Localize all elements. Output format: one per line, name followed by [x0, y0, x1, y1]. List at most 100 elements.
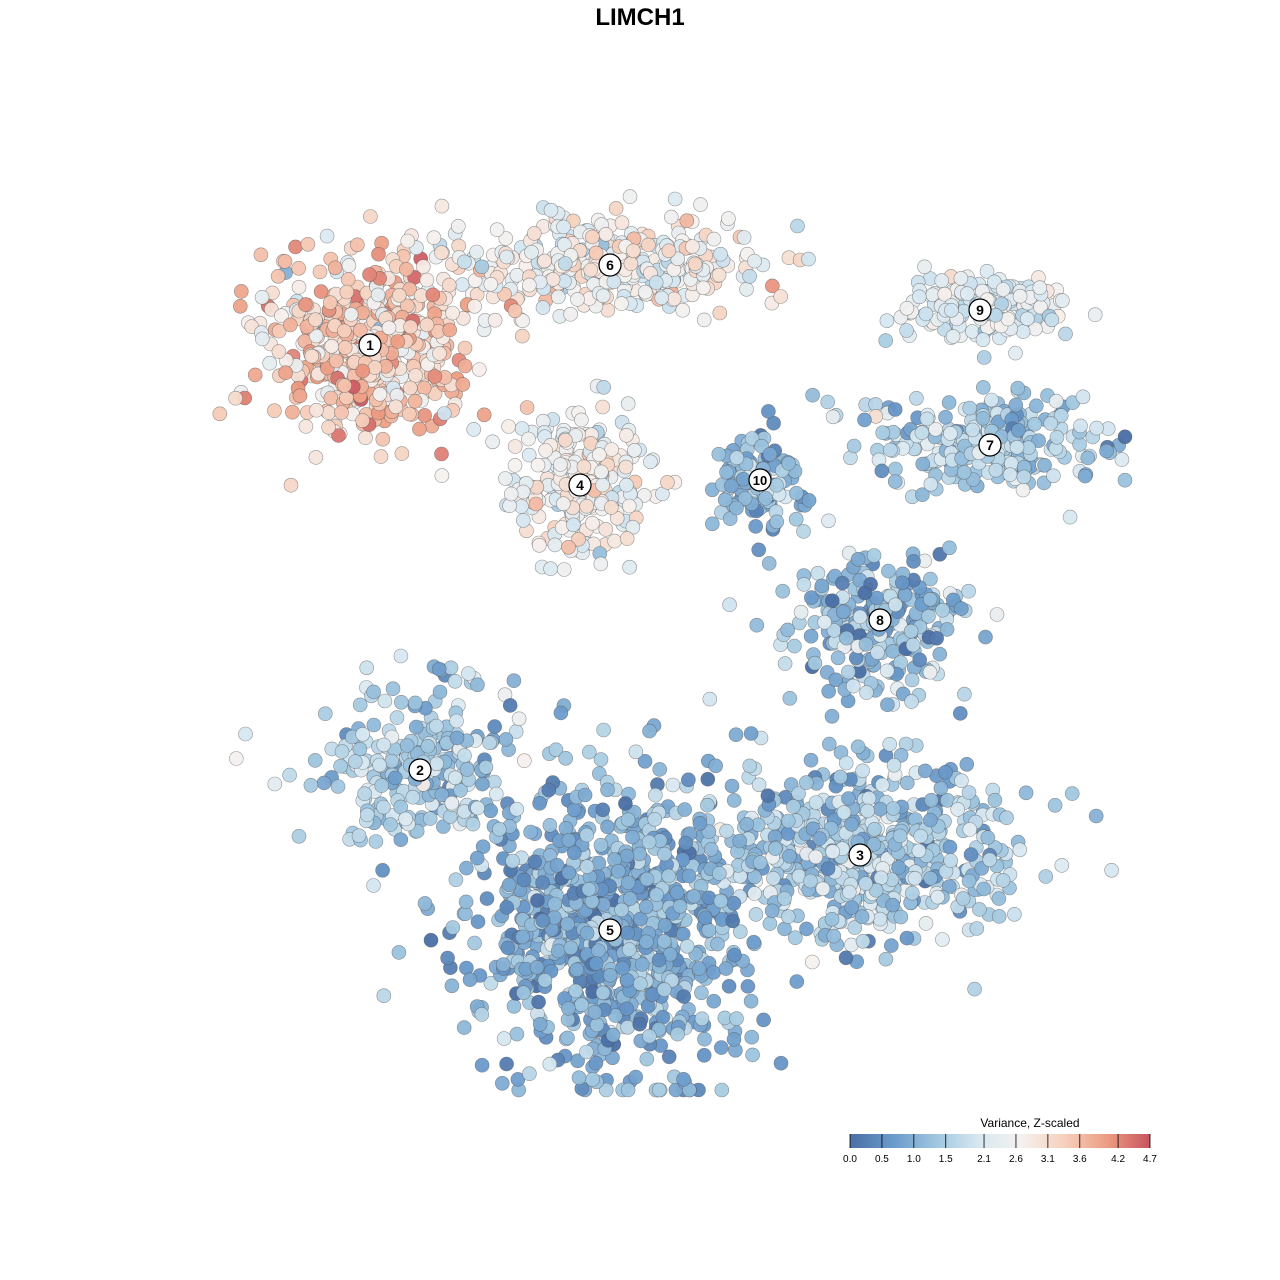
cluster-labels-layer: 1 6 4 9 7 10 8 2 3 5: [358, 253, 1002, 942]
cluster-label-text: 7: [986, 437, 994, 453]
cell-point: [686, 888, 702, 904]
cell-point: [751, 542, 767, 558]
cell-point: [605, 1027, 621, 1043]
cell-point: [542, 1056, 558, 1072]
cell-point: [1008, 397, 1024, 413]
cell-point: [292, 388, 308, 404]
cell-point: [748, 519, 764, 534]
cell-point: [742, 268, 757, 284]
cell-point: [850, 551, 866, 567]
cell-point: [371, 246, 386, 262]
cell-point: [585, 1072, 600, 1087]
cell-point: [262, 355, 278, 371]
cell-point: [873, 870, 889, 886]
cell-point: [744, 1029, 760, 1045]
cell-point: [1064, 786, 1080, 801]
cell-point: [697, 910, 713, 926]
cell-point: [904, 885, 920, 901]
cell-point: [961, 785, 977, 800]
cluster-label-7: 7: [978, 433, 1002, 457]
cell-point: [651, 1082, 667, 1098]
cell-point: [498, 732, 514, 747]
cell-point: [535, 300, 551, 315]
cell-point: [724, 478, 739, 494]
cell-point: [670, 1026, 685, 1042]
cell-point: [917, 259, 932, 275]
cluster-label-text: 8: [876, 612, 884, 628]
cell-point: [798, 775, 814, 790]
cell-point: [514, 328, 530, 344]
cell-point: [924, 792, 939, 808]
cell-point: [561, 865, 577, 881]
cell-point: [942, 540, 957, 556]
cell-point: [519, 400, 535, 415]
cell-point: [696, 312, 712, 328]
cell-point: [435, 819, 451, 834]
cell-point: [1018, 785, 1034, 801]
cell-point: [1088, 808, 1104, 824]
cell-point: [909, 390, 924, 406]
cell-point: [393, 648, 409, 664]
cell-point: [509, 1026, 525, 1042]
cell-point: [860, 803, 875, 819]
cell-point: [929, 630, 945, 646]
cell-point: [470, 677, 485, 693]
cell-point: [267, 403, 282, 419]
cell-point: [283, 477, 299, 493]
cell-point: [507, 303, 523, 319]
cell-point: [499, 900, 515, 915]
cell-point: [638, 899, 654, 915]
cell-point: [905, 637, 921, 653]
cell-point: [777, 656, 793, 671]
cell-point: [588, 245, 604, 261]
colorbar-ticks: 0.0 0.5 1.0 1.5 2.1 2.6 3.1 3.6 4.2 4.7: [843, 1134, 1157, 1165]
cell-point: [744, 431, 760, 446]
cell-point: [660, 475, 675, 490]
cell-point: [952, 706, 968, 721]
cell-point: [449, 713, 464, 729]
cell-point: [450, 219, 466, 234]
cell-point: [593, 837, 609, 853]
cell-point: [333, 758, 348, 774]
cell-point: [1010, 422, 1026, 438]
cell-point: [713, 1040, 729, 1055]
cell-point: [620, 925, 636, 941]
cell-point: [614, 215, 630, 230]
cell-point: [521, 431, 536, 447]
cell-point: [855, 933, 871, 949]
cell-point: [529, 959, 545, 975]
cell-point: [921, 608, 936, 624]
cell-point: [976, 881, 992, 897]
cell-point: [557, 432, 573, 448]
cell-point: [425, 287, 441, 303]
cell-point: [587, 1004, 603, 1020]
cell-point: [611, 863, 626, 879]
cell-point: [681, 772, 696, 788]
cell-point: [836, 805, 852, 820]
cell-point: [327, 260, 343, 276]
cell-point: [229, 751, 244, 766]
cell-point: [368, 834, 384, 849]
cluster-label-badge: [848, 843, 872, 867]
cell-point: [558, 750, 574, 766]
cell-point: [547, 537, 563, 553]
cell-point: [1027, 416, 1042, 432]
cell-point: [854, 909, 870, 925]
cell-point: [312, 264, 328, 280]
cell-point: [1047, 797, 1063, 813]
cell-point: [619, 972, 635, 988]
cluster-label-text: 9: [976, 302, 984, 318]
cell-point: [516, 872, 532, 888]
cluster-label-8: 8: [868, 608, 892, 632]
cell-point: [649, 887, 664, 903]
cell-point: [549, 857, 565, 873]
cell-point: [523, 824, 538, 840]
cell-point: [847, 920, 863, 935]
cell-point: [654, 290, 670, 306]
cell-point: [1007, 906, 1022, 922]
cell-point: [448, 872, 464, 888]
cell-point: [906, 554, 921, 569]
cluster-label-3: 3: [848, 843, 872, 867]
cell-point: [459, 860, 474, 876]
cell-point: [436, 406, 452, 421]
